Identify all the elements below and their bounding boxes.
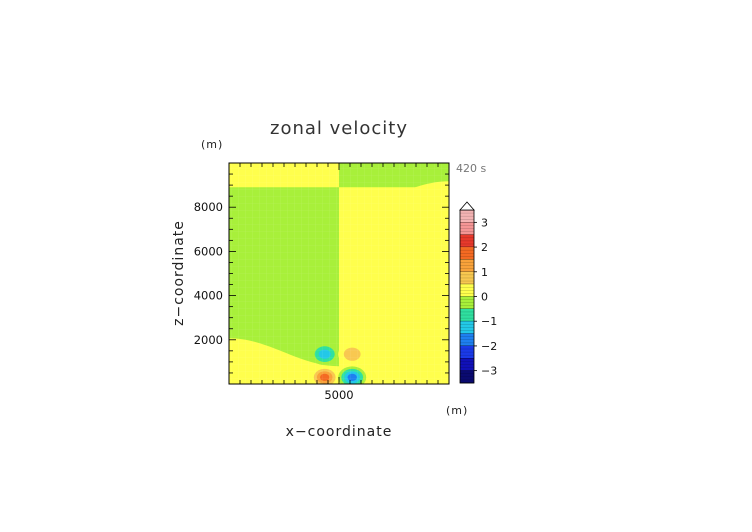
colorbar: 3 2 1 0 −1 −2 −3 xyxy=(459,201,497,384)
y-tick-label: 4000 xyxy=(194,289,223,303)
plot-grid-texture xyxy=(229,163,449,384)
colorbar-band xyxy=(460,296,474,309)
x-tick-label: 5000 xyxy=(324,388,353,402)
colorbar-label: 0 xyxy=(481,291,488,304)
colorbar-label: −1 xyxy=(481,315,497,328)
colorbar-band xyxy=(460,333,474,346)
x-axis-label: x−coordinate xyxy=(286,424,393,440)
colorbar-band xyxy=(460,234,474,248)
colorbar-band xyxy=(460,321,474,334)
x-unit: (m) xyxy=(446,404,468,417)
colorbar-band xyxy=(460,271,474,285)
y-axis-label: z−coordinate xyxy=(171,220,187,326)
time-label: 420 s xyxy=(456,162,486,175)
chart-title: zonal velocity xyxy=(270,118,408,139)
plot-axes: 5000 2000 4000 6000 8000 xyxy=(194,162,450,402)
colorbar-band xyxy=(460,259,474,272)
y-tick-label: 6000 xyxy=(194,244,223,258)
colorbar-band xyxy=(460,358,474,371)
colorbar-extend-triangle xyxy=(459,201,475,211)
colorbar-band xyxy=(460,210,474,223)
colorbar-band xyxy=(460,308,474,322)
colorbar-label: 2 xyxy=(481,241,488,254)
colorbar-band xyxy=(460,247,474,260)
colorbar-label: 3 xyxy=(481,216,488,229)
colorbar-label: −3 xyxy=(481,365,497,378)
y-tick-label: 8000 xyxy=(194,200,223,214)
colorbar-label: 1 xyxy=(481,266,488,279)
y-unit: (m) xyxy=(201,138,223,151)
colorbar-label: −2 xyxy=(481,340,497,353)
colorbar-band xyxy=(460,370,474,383)
colorbar-band xyxy=(460,345,474,359)
colorbar-band xyxy=(460,284,474,297)
colorbar-band xyxy=(460,222,474,235)
y-tick-label: 2000 xyxy=(194,333,223,347)
